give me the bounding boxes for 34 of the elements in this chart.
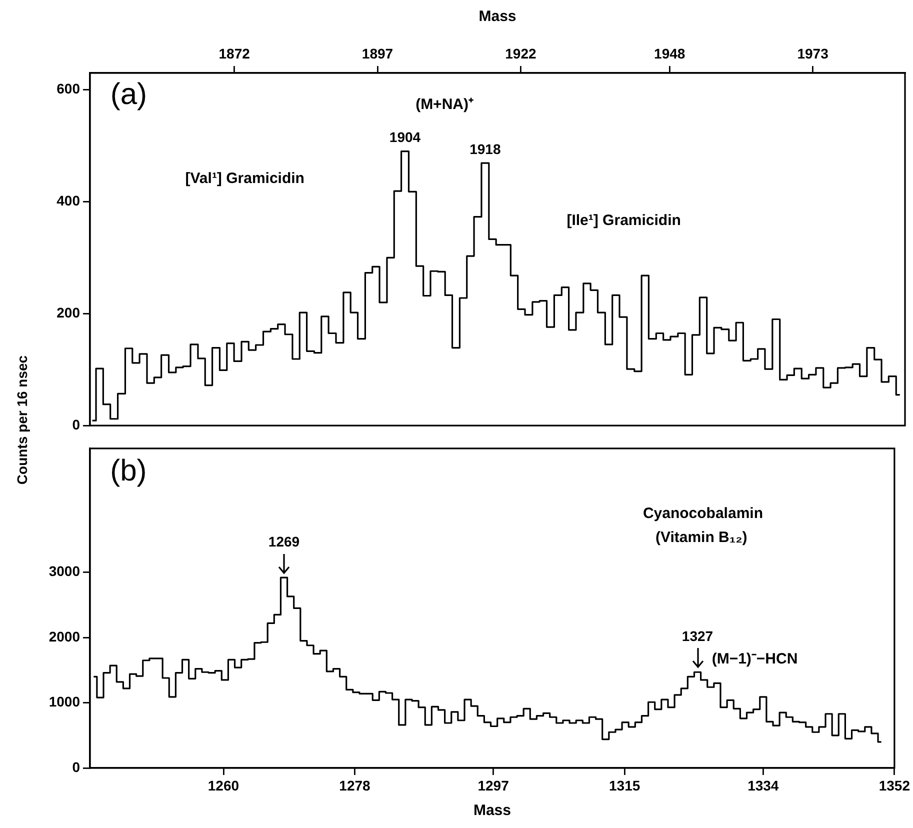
annotation: 1904: [389, 129, 421, 146]
annotation: (b): [110, 454, 147, 488]
x-tick-label: 1948: [654, 45, 686, 62]
x-tick-label: 1973: [797, 45, 829, 62]
x-tick-label: 1922: [505, 45, 536, 62]
x-tick-label: 1297: [478, 777, 510, 794]
x-tick-label: 1352: [878, 777, 910, 794]
x-tick-label: 1315: [609, 777, 640, 794]
y-tick-label: 400: [56, 192, 80, 209]
annotation: [Val¹] Gramicidin: [185, 170, 304, 187]
annotation: 1918: [470, 140, 501, 157]
annotation: (Vitamin B₁₂): [655, 529, 748, 546]
annotation: (a): [110, 78, 148, 112]
x-tick-label: 1897: [362, 45, 394, 62]
annotation: (M+NA)⁺: [416, 96, 474, 113]
y-tick-label: 1000: [48, 694, 80, 710]
x-axis-title: Mass: [478, 8, 516, 26]
annotation: 1269: [268, 533, 300, 550]
annotation: [Ile¹] Gramicidin: [566, 212, 681, 230]
annotation: Cyanocobalamin: [642, 505, 763, 522]
y-tick-label: 0: [72, 416, 80, 432]
y-tick-label: 600: [56, 80, 80, 97]
x-axis-title: Mass: [473, 802, 511, 820]
y-tick-label: 0: [72, 758, 80, 775]
y-tick-label: 2000: [48, 628, 80, 644]
y-axis-title: Counts per 16 nsec: [14, 355, 30, 485]
x-tick-label: 1334: [748, 777, 779, 794]
x-tick-label: 1278: [339, 777, 371, 794]
x-tick-label: 1260: [208, 777, 240, 794]
annotation: 1327: [682, 628, 714, 644]
annotation: (M−1)⁻−HCN: [712, 650, 798, 668]
x-tick-label: 1872: [218, 45, 250, 62]
y-tick-label: 200: [56, 304, 80, 321]
y-tick-label: 3000: [48, 563, 80, 580]
